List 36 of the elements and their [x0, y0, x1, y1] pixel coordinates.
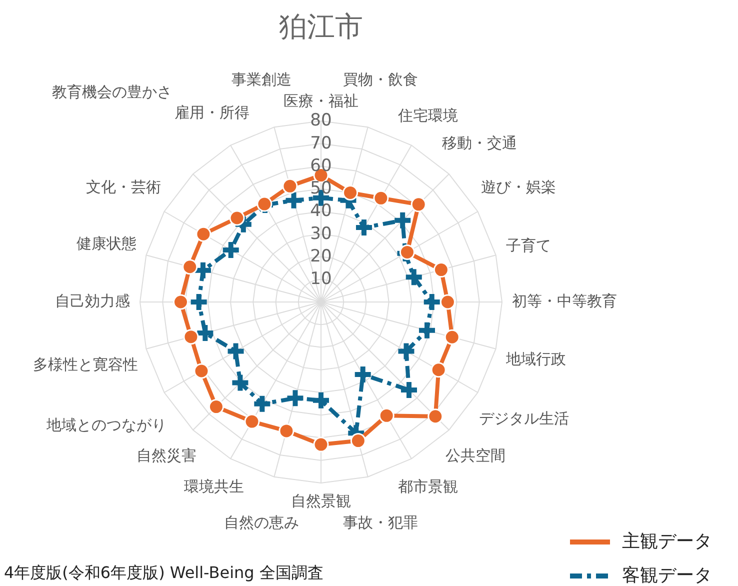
spoke-label: 教育機会の豊かさ — [52, 82, 172, 101]
spoke-label: 自然景観 — [291, 492, 351, 510]
spoke-label: デジタル生活 — [479, 409, 570, 428]
spoke-label: 自然の恵み — [224, 514, 300, 532]
spoke-label: 初等・中等教育 — [512, 292, 617, 310]
spoke-label: 移動・交通 — [442, 134, 517, 152]
spoke-label: 都市景観 — [398, 477, 458, 496]
spoke-label: 環境共生 — [184, 477, 244, 496]
spoke-label: 事業創造 — [232, 70, 292, 88]
spoke-label: 多様性と寛容性 — [32, 355, 138, 374]
y-tick-label: 50 — [310, 178, 332, 199]
y-tick-label: 40 — [310, 201, 332, 222]
y-tick-label: 30 — [310, 224, 332, 244]
spoke-label: 医療・福祉 — [284, 92, 358, 110]
spoke-label: 自己効力感 — [55, 292, 130, 310]
y-tick-label: 60 — [310, 156, 332, 176]
spoke-label: 地域とのつながり — [45, 416, 166, 434]
spoke-label: 買物・飲食 — [342, 70, 418, 89]
spoke-label: 事故・犯罪 — [342, 514, 418, 532]
legend-label: 主観データ — [622, 530, 712, 552]
y-tick-label: 20 — [310, 246, 332, 266]
y-tick-label: 70 — [310, 133, 332, 154]
spoke-label: 地域行政 — [505, 350, 566, 368]
spoke-label: 住宅環境 — [397, 106, 458, 125]
spoke-label: 公共空間 — [446, 446, 506, 465]
spoke-label: 雇用・所得 — [174, 104, 250, 122]
text: 4年度版(令和6年度版) Well-Being 全国調査 — [4, 563, 324, 582]
spoke-label: 子育て — [506, 236, 552, 254]
spoke-label: 文化・芸術 — [86, 178, 162, 196]
y-tick-label: 10 — [310, 269, 332, 290]
spoke-label: 健康状態 — [76, 234, 136, 253]
spoke-label: 自然災害 — [136, 446, 196, 465]
legend-label: 客観データ — [622, 564, 712, 586]
chart-title: 狛江市 — [279, 10, 363, 43]
spoke-label: 遊び・娯楽 — [480, 178, 556, 196]
y-tick-label: 80 — [310, 110, 332, 131]
